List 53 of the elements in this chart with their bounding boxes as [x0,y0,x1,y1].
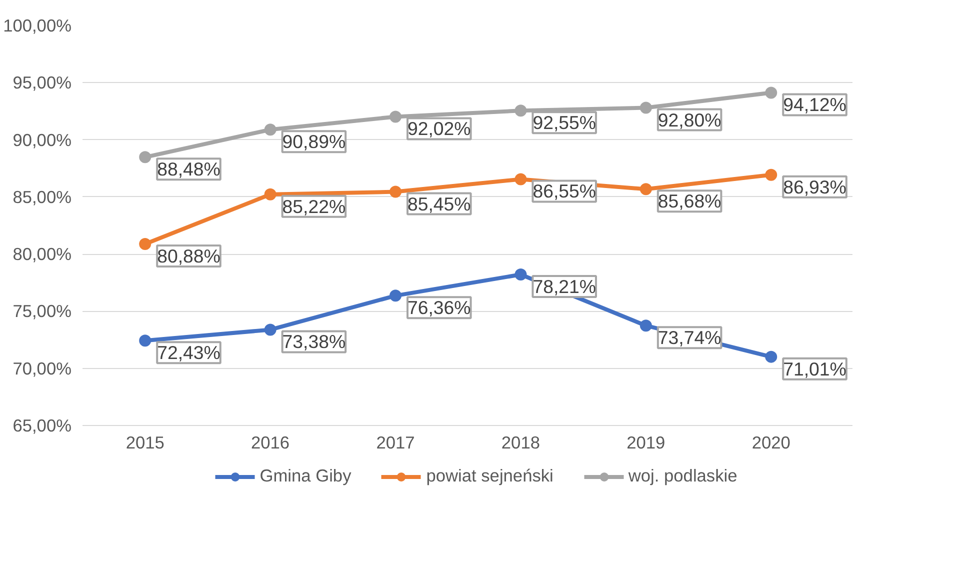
point [139,334,152,347]
data-label: 94,12% [783,94,846,116]
point [390,110,402,123]
y-tick-label: 70,00% [12,358,72,378]
data-label: 85,22% [282,196,346,217]
x-tick-label: 2020 [752,432,790,452]
point [514,173,527,186]
point [765,168,778,181]
point [765,350,778,363]
data-label: 71,01% [783,358,846,380]
data-label: 90,89% [282,131,346,152]
legend-label: Gmina Giby [260,466,352,486]
data-label: 85,68% [658,190,722,212]
y-tick-label: 90,00% [12,130,72,150]
data-label: 85,45% [408,193,471,214]
data-label: 73,38% [282,331,346,352]
y-tick-label: 80,00% [12,244,72,264]
legend-label: powiat sejneński [426,466,554,486]
y-tick-label: 65,00% [12,416,72,436]
data-label: 92,55% [532,112,596,134]
point [640,102,652,114]
data-label: 80,88% [157,246,220,267]
point [765,86,778,99]
y-tick-label: 100,00% [3,16,72,36]
x-tick-label: 2018 [501,432,540,452]
data-label: 88,48% [157,158,220,180]
x-tick-label: 2015 [126,432,164,452]
point [514,268,527,281]
data-label: 76,36% [408,297,471,318]
legend-label: woj. podlaskie [628,466,738,486]
point [640,320,652,332]
point [390,290,402,302]
data-label: 72,43% [157,342,220,364]
y-tick-label: 75,00% [12,301,72,322]
data-label: 86,55% [532,180,596,202]
point [640,183,652,196]
point [264,324,276,336]
data-label: 92,02% [408,118,471,140]
data-label: 78,21% [532,276,596,298]
data-label: 73,74% [658,327,722,348]
data-label: 92,80% [658,109,722,130]
point [390,186,402,198]
data-label: 86,93% [783,176,846,198]
x-tick-label: 2017 [376,432,415,452]
point [139,151,152,164]
x-tick-label: 2016 [251,432,290,452]
y-tick-label: 95,00% [12,72,72,93]
point [264,124,276,136]
y-tick-label: 85,00% [12,186,72,207]
point [514,104,527,117]
x-tick-label: 2019 [626,432,666,452]
point [139,238,152,250]
point [264,188,276,200]
